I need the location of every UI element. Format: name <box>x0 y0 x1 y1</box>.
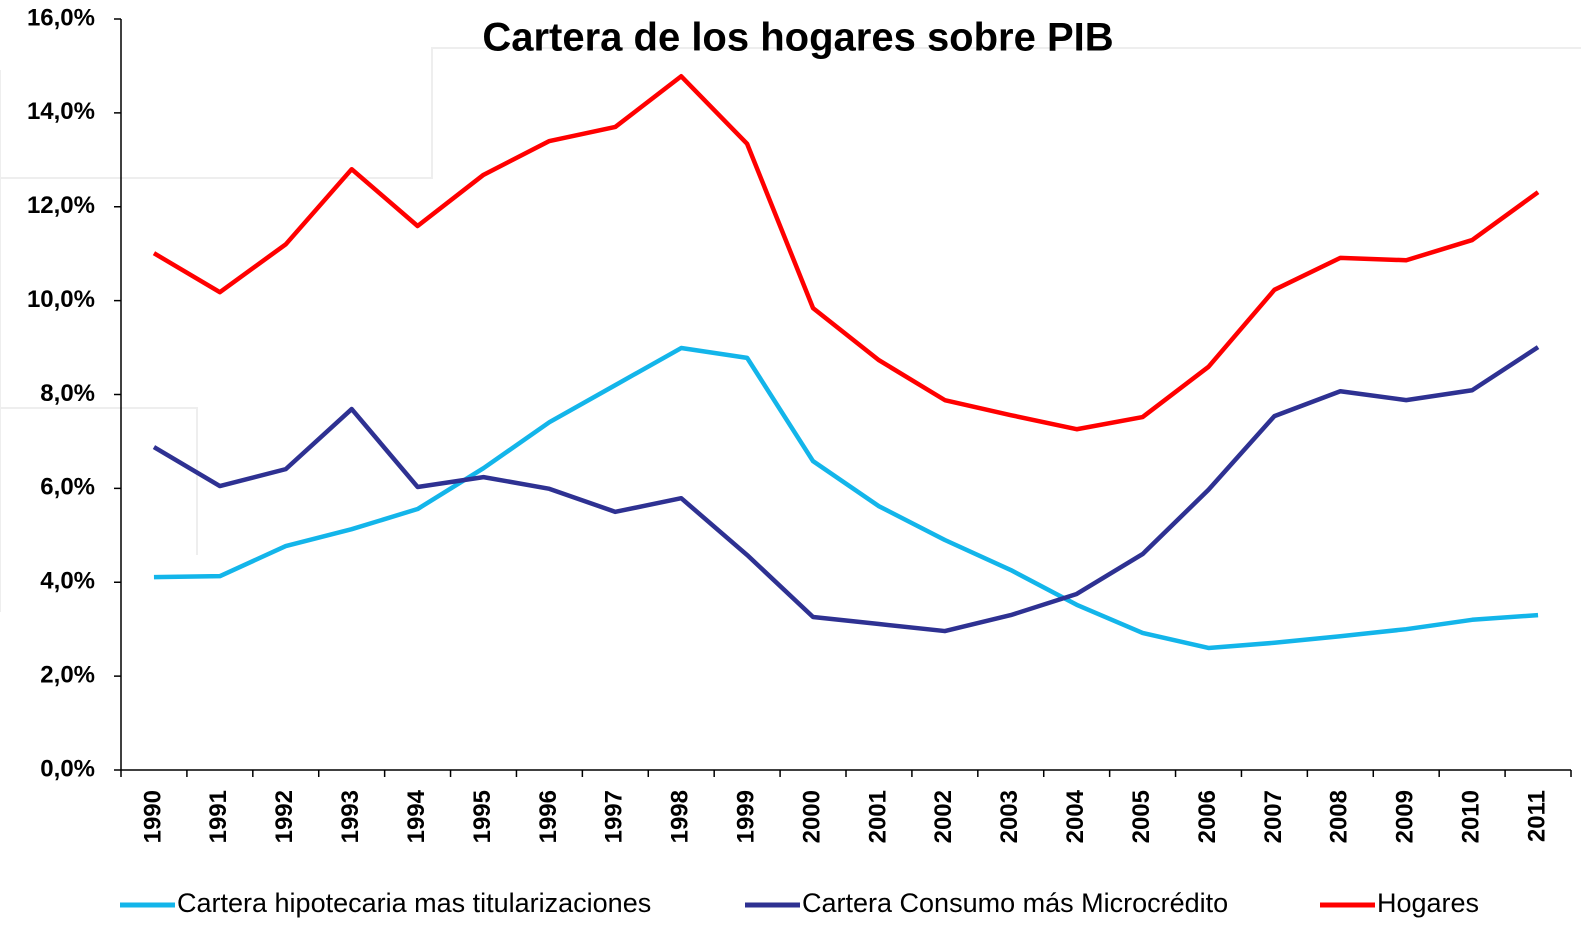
x-tick-label: 1999 <box>732 790 759 843</box>
x-tick-label: 2005 <box>1128 790 1155 843</box>
y-tick-label: 16,0% <box>27 4 95 31</box>
x-tick-label: 1993 <box>337 790 364 843</box>
x-tick-label: 2006 <box>1194 790 1221 843</box>
x-tick-label: 2000 <box>798 790 825 843</box>
x-tick-label: 2002 <box>930 790 957 843</box>
x-tick-label: 1994 <box>403 789 430 843</box>
x-tick-label: 1998 <box>667 790 694 843</box>
y-tick-label: 2,0% <box>40 661 95 688</box>
x-tick-label: 1990 <box>139 790 166 843</box>
y-tick-label: 4,0% <box>40 568 95 595</box>
y-tick-label: 14,0% <box>27 98 95 125</box>
background-decoration <box>0 47 1581 612</box>
x-tick-label: 1997 <box>601 790 628 843</box>
x-tick-label: 2001 <box>864 790 891 843</box>
series-line <box>152 74 1540 432</box>
y-tick-label: 8,0% <box>40 380 95 407</box>
x-tick-label: 2004 <box>1062 789 1089 843</box>
x-tick-label: 1992 <box>271 790 298 843</box>
x-tick-label: 1996 <box>535 790 562 843</box>
y-tick-label: 10,0% <box>27 286 95 313</box>
y-tick-label: 6,0% <box>40 474 95 501</box>
series-line <box>153 345 1539 651</box>
legend-label: Cartera Consumo más Microcrédito <box>802 888 1228 918</box>
chart-title: Cartera de los hogares sobre PIB <box>482 16 1113 60</box>
legend-label: Cartera hipotecaria mas titularizaciones <box>177 888 651 918</box>
x-tick-label: 1991 <box>205 790 232 843</box>
x-tick-label: 2003 <box>996 790 1023 843</box>
x-tick-label: 2009 <box>1392 790 1419 843</box>
series-line <box>152 345 1540 634</box>
x-tick-label: 2008 <box>1326 790 1353 843</box>
y-tick-label: 12,0% <box>27 192 95 219</box>
x-tick-label: 2007 <box>1260 790 1287 843</box>
x-tick-label: 2011 <box>1523 790 1550 842</box>
legend-label: Hogares <box>1377 888 1479 918</box>
y-tick-label: 0,0% <box>40 755 95 782</box>
x-tick-label: 2010 <box>1457 790 1484 843</box>
x-tick-label: 1995 <box>469 790 496 843</box>
